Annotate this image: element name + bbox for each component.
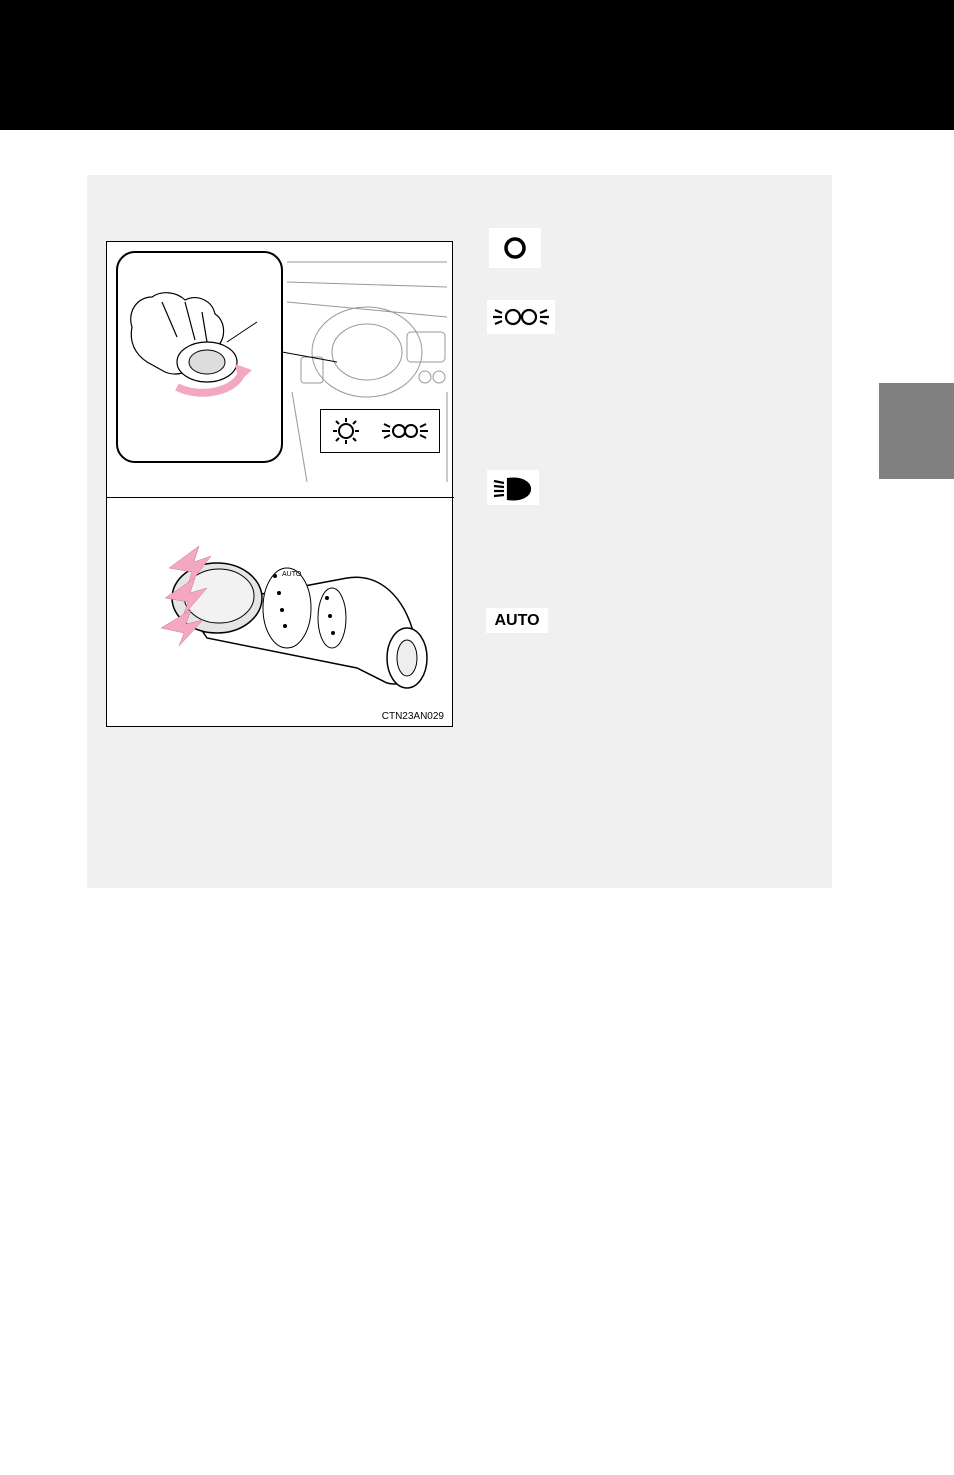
diagram-lower-panel: AUTO [107, 498, 454, 726]
side-tab [879, 383, 954, 479]
parking-lights-icon [487, 300, 555, 334]
diagram-upper-panel [107, 242, 454, 497]
off-circle-icon [489, 228, 541, 268]
auto-label-text: AUTO [494, 612, 539, 630]
diagram-id-label: CTN23AN029 [382, 711, 444, 722]
parking-lights-icon-callout [380, 418, 430, 444]
auto-icon: AUTO [486, 608, 548, 633]
headlights-icon [487, 470, 539, 505]
callout-symbols-box [320, 409, 440, 453]
headlight-switch-diagram: AUTO CTN23AN029 [106, 241, 453, 727]
instrument-light-icon [331, 416, 361, 446]
svg-text:AUTO: AUTO [282, 571, 302, 578]
top-black-bar [0, 0, 954, 130]
